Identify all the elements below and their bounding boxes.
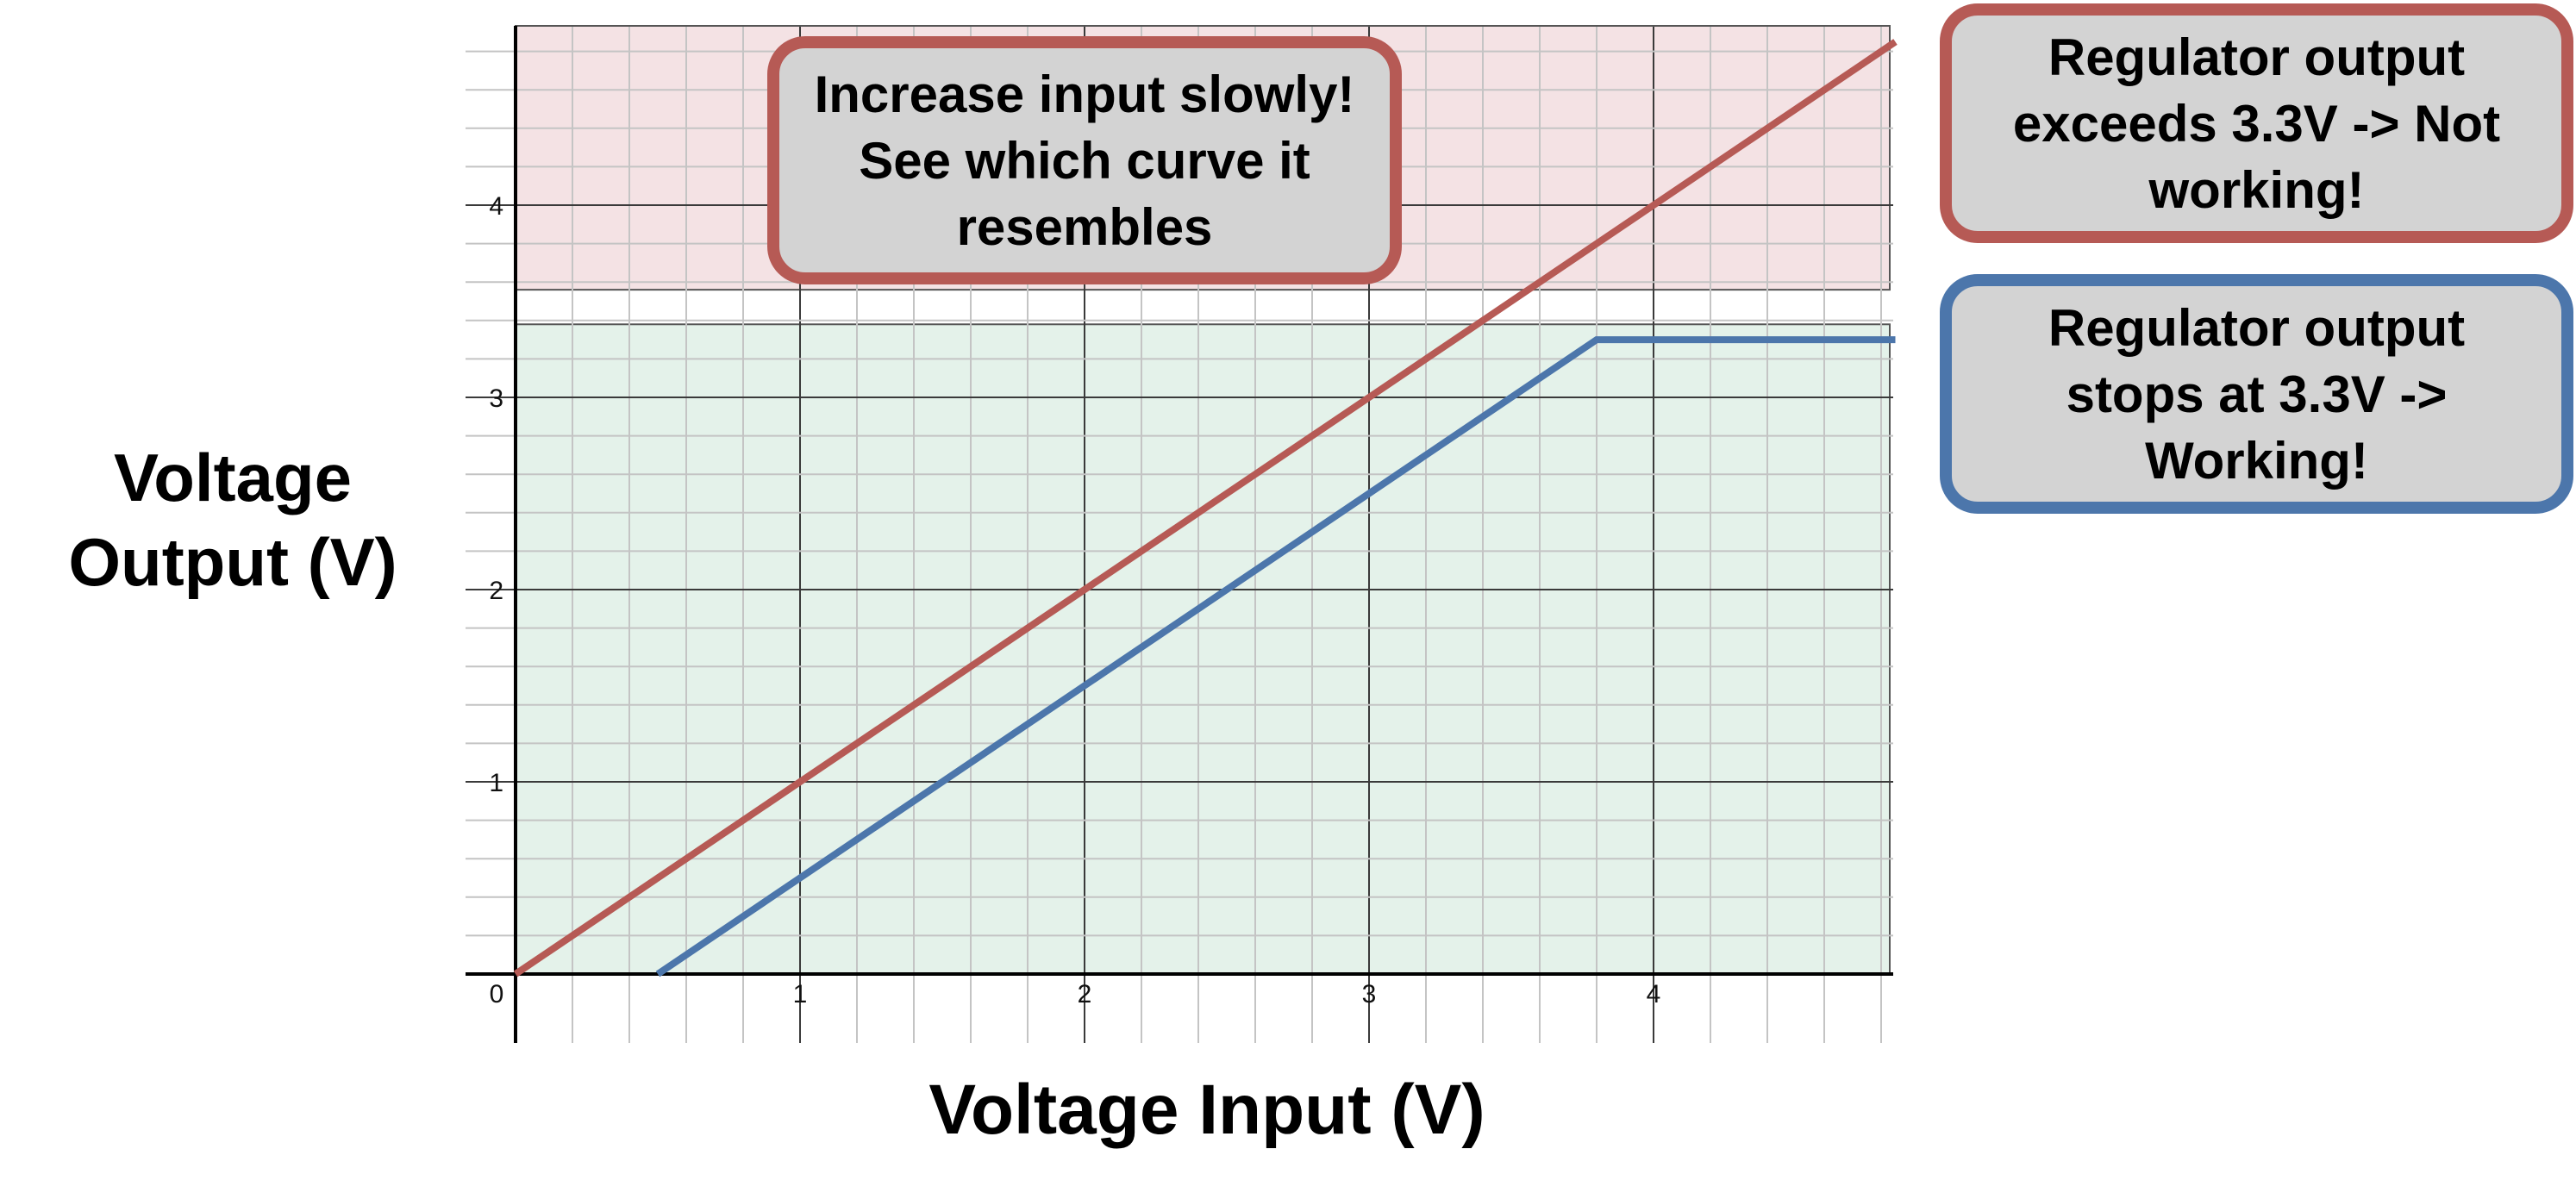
series-line-red (513, 39, 1898, 977)
series-lines (513, 39, 1898, 977)
y-tick-label: 3 (489, 384, 503, 413)
x-tick-label: 3 (1362, 980, 1377, 1009)
not-working-callout: Regulator output exceeds 3.3V -> Not wor… (1940, 3, 2573, 243)
instruction-callout-text: Increase input slowly! See which curve i… (814, 65, 1355, 256)
x-tick-label: 1 (793, 980, 808, 1009)
x-tick-label: 4 (1647, 980, 1661, 1009)
y-tick-label: 2 (489, 577, 503, 605)
x-tick-label: 2 (1078, 980, 1092, 1009)
instruction-callout: Increase input slowly! See which curve i… (767, 36, 1402, 284)
x-axis-label: Voltage Input (V) (928, 1071, 1485, 1149)
working-callout-text: Regulator output stops at 3.3V -> Workin… (2048, 298, 2466, 490)
y-tick-label: 1 (489, 769, 503, 797)
shaded-region-1 (515, 323, 1891, 975)
working-callout: Regulator output stops at 3.3V -> Workin… (1940, 274, 2573, 514)
x-tick-label: 0 (490, 980, 504, 1009)
not-working-callout-text: Regulator output exceeds 3.3V -> Not wor… (2012, 28, 2501, 219)
y-axis-label: Voltage Output (V) (68, 440, 397, 600)
y-tick-label: 4 (489, 192, 503, 221)
tick-labels: 0 1 2 3 4 1 2 3 4 (489, 192, 1660, 1009)
plot-axes (466, 26, 1893, 1043)
series-line-blue (655, 336, 1896, 977)
